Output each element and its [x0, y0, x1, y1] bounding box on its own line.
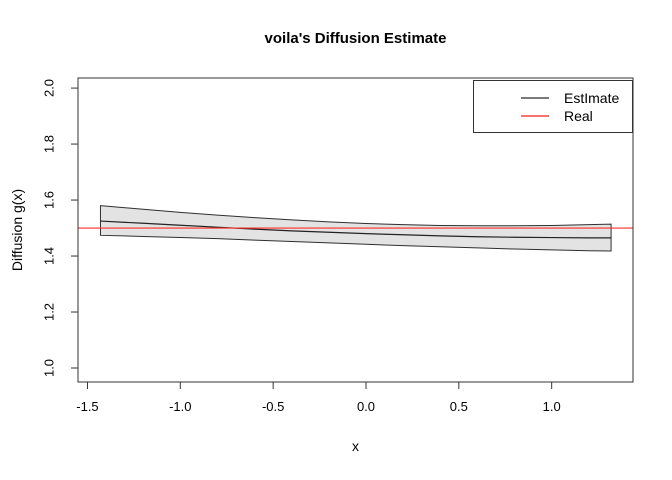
legend-label-real: Real: [564, 108, 593, 124]
x-tick-label: -1.0: [169, 399, 192, 414]
legend-label-estimate: EstImate: [564, 90, 620, 106]
legend-entry-real: Real: [474, 107, 632, 125]
y-tick-label: 1.6: [41, 191, 57, 210]
real-line-swatch: [521, 115, 549, 117]
y-tick-label: 1.8: [41, 135, 57, 154]
x-axis-label: x: [352, 438, 359, 454]
y-tick-label: 2.0: [41, 79, 57, 98]
estimate-line-swatch: [521, 97, 549, 99]
plot-box: [77, 77, 634, 383]
x-tick-label: 0.5: [449, 399, 468, 414]
x-tick-label: -1.5: [76, 399, 99, 414]
y-axis-label: Diffusion g(x): [9, 188, 25, 272]
x-tick-label: -0.5: [261, 399, 285, 414]
chart-title: voila's Diffusion Estimate: [264, 30, 447, 47]
x-tick-label: 0.0: [356, 399, 376, 414]
y-tick-label: 1.0: [41, 358, 57, 378]
estimate-line: [100, 220, 612, 239]
legend-entry-estimate: EstImate: [474, 89, 632, 107]
x-tick-label: 1.0: [542, 399, 561, 414]
legend: EstImate Real: [473, 80, 633, 133]
y-tick-label: 1.2: [41, 302, 57, 322]
y-tick-label: 1.4: [41, 246, 57, 266]
